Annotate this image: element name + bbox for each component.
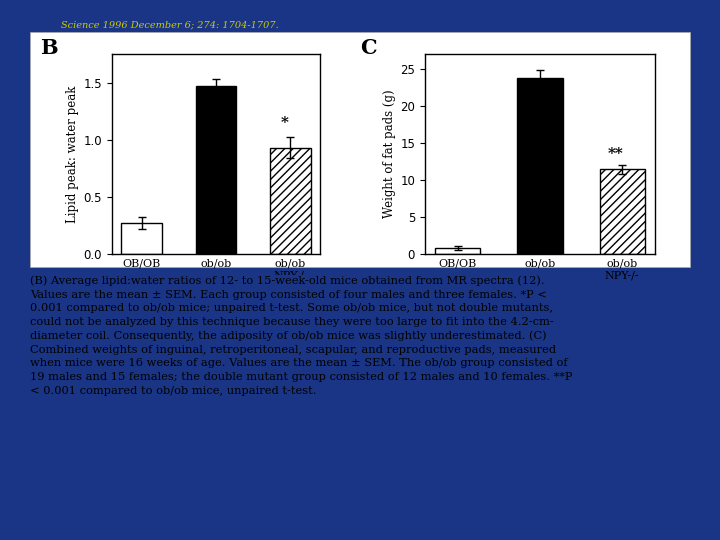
Y-axis label: Weight of fat pads (g): Weight of fat pads (g) — [383, 90, 396, 218]
Text: *: * — [281, 117, 289, 131]
Text: **: ** — [608, 147, 624, 161]
Text: Science 1996 December 6; 274: 1704-1707.: Science 1996 December 6; 274: 1704-1707. — [61, 20, 279, 29]
Bar — [436, 248, 480, 254]
Text: B: B — [40, 38, 57, 58]
Text: (B) Average lipid:water ratios of 12- to 15-week-old mice obtained from MR spect: (B) Average lipid:water ratios of 12- to… — [30, 275, 572, 396]
Bar — [518, 78, 562, 254]
Bar — [196, 86, 236, 254]
Y-axis label: Lipid peak: water peak: Lipid peak: water peak — [66, 85, 79, 222]
Bar — [270, 147, 311, 254]
Bar — [121, 223, 162, 254]
Text: C: C — [360, 38, 377, 58]
Bar — [600, 170, 644, 254]
